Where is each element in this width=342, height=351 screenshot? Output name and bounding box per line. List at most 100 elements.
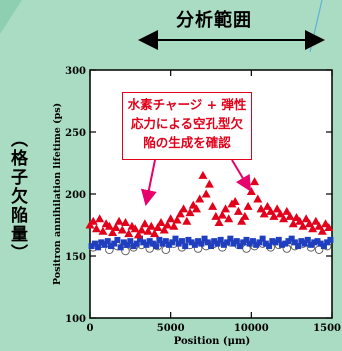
data-point-triangle xyxy=(311,216,321,225)
data-point-triangle xyxy=(120,218,130,227)
data-point-triangle xyxy=(182,216,192,225)
data-point-square xyxy=(243,236,250,243)
data-point-square xyxy=(262,240,269,247)
data-point-square xyxy=(195,238,202,245)
data-point-square xyxy=(253,241,260,248)
data-point-square xyxy=(230,240,237,247)
annotation-line-1: 水素チャージ + 弾性 xyxy=(127,97,247,112)
data-point-triangle xyxy=(91,224,101,233)
data-point-triangle xyxy=(208,201,218,210)
data-point-triangle xyxy=(95,214,105,223)
data-point-circle xyxy=(161,245,171,255)
data-point-square xyxy=(317,240,324,247)
data-point-square xyxy=(291,239,298,246)
x-tick-label: 0 xyxy=(87,323,94,334)
data-point-square xyxy=(137,235,144,242)
data-point-square xyxy=(140,239,147,246)
data-point-triangle xyxy=(266,206,276,215)
data-point-triangle xyxy=(114,216,124,225)
data-point-square xyxy=(198,240,205,247)
data-point-square xyxy=(282,240,289,247)
data-point-triangle xyxy=(201,189,211,198)
projection-shape-left xyxy=(0,0,22,34)
data-point-triangle xyxy=(224,214,234,223)
data-point-square xyxy=(146,238,153,245)
data-point-triangle xyxy=(98,226,108,235)
data-point-square xyxy=(308,241,315,248)
data-point-square xyxy=(224,239,231,246)
data-point-triangle xyxy=(172,215,182,224)
data-point-triangle xyxy=(137,225,147,234)
data-point-triangle xyxy=(146,221,156,230)
data-point-square xyxy=(220,241,227,248)
defect-amount-side-label: （格子欠陥量） xyxy=(7,130,27,263)
data-point-triangle xyxy=(169,221,179,230)
annotation-arrow-right xyxy=(231,159,252,192)
data-point-square xyxy=(169,239,176,246)
data-point-square xyxy=(95,244,102,251)
data-point-square xyxy=(259,235,266,242)
data-point-triangle xyxy=(166,214,176,223)
data-point-square xyxy=(185,236,192,243)
data-point-square xyxy=(188,239,195,246)
data-point-square xyxy=(88,243,95,250)
data-point-triangle xyxy=(133,230,143,239)
data-point-triangle xyxy=(237,216,247,225)
data-point-triangle xyxy=(240,211,250,220)
analysis-range-label: 分析範囲 xyxy=(176,10,252,31)
data-point-square xyxy=(249,238,256,245)
data-point-triangle xyxy=(250,177,260,186)
y-tick-label: 100 xyxy=(65,314,86,325)
data-point-square xyxy=(211,238,218,245)
data-point-triangle xyxy=(285,211,295,220)
data-point-square xyxy=(320,243,327,250)
data-point-square xyxy=(156,236,163,243)
data-point-triangle xyxy=(259,209,269,218)
data-point-square xyxy=(233,238,240,245)
data-point-triangle xyxy=(214,218,224,227)
data-point-square xyxy=(175,240,182,247)
data-point-triangle xyxy=(279,214,289,223)
data-point-square xyxy=(324,239,331,246)
data-point-triangle xyxy=(104,221,114,230)
data-point-square xyxy=(124,241,131,248)
data-point-triangle xyxy=(246,187,256,196)
data-point-square xyxy=(162,238,169,245)
data-point-square xyxy=(269,238,276,245)
data-point-triangle xyxy=(272,204,282,213)
axis-ticks: 100 150 200 250 300 0 5000 10000 1500 xyxy=(65,66,341,334)
data-point-square xyxy=(266,243,273,250)
data-point-triangle xyxy=(233,206,243,215)
data-point-triangle xyxy=(191,204,201,213)
data-point-square xyxy=(172,235,179,242)
data-point-square xyxy=(133,240,140,247)
data-point-triangle xyxy=(175,209,185,218)
y-tick-label: 200 xyxy=(65,190,86,201)
data-point-square xyxy=(166,241,173,248)
data-point-triangle xyxy=(269,211,279,220)
data-point-triangle xyxy=(275,209,285,218)
data-point-square xyxy=(91,240,98,247)
x-axis-label: Position (μm) xyxy=(174,336,251,347)
data-point-triangle xyxy=(111,222,121,231)
data-point-triangle xyxy=(204,179,214,188)
data-point-triangle xyxy=(221,204,231,213)
data-point-triangle xyxy=(198,170,208,179)
data-point-triangle xyxy=(140,219,150,228)
data-point-triangle xyxy=(262,201,272,210)
data-point-square xyxy=(246,240,253,247)
data-point-square xyxy=(208,243,214,250)
data-point-triangle xyxy=(143,226,153,235)
data-point-triangle xyxy=(295,216,305,225)
data-point-triangle xyxy=(230,196,240,205)
data-point-square xyxy=(120,239,127,246)
data-point-triangle xyxy=(88,216,98,225)
data-point-triangle xyxy=(130,224,140,233)
annotation-box: 水素チャージ + 弾性 応力による空孔型欠 陥の生成を確認 xyxy=(122,92,252,160)
data-point-triangle xyxy=(308,224,318,233)
data-point-triangle xyxy=(298,221,308,230)
y-axis-label: Positron annihilation lifetime (ps) xyxy=(52,103,63,285)
data-point-square xyxy=(204,239,211,246)
data-point-square xyxy=(327,236,334,243)
data-point-square xyxy=(114,236,121,243)
